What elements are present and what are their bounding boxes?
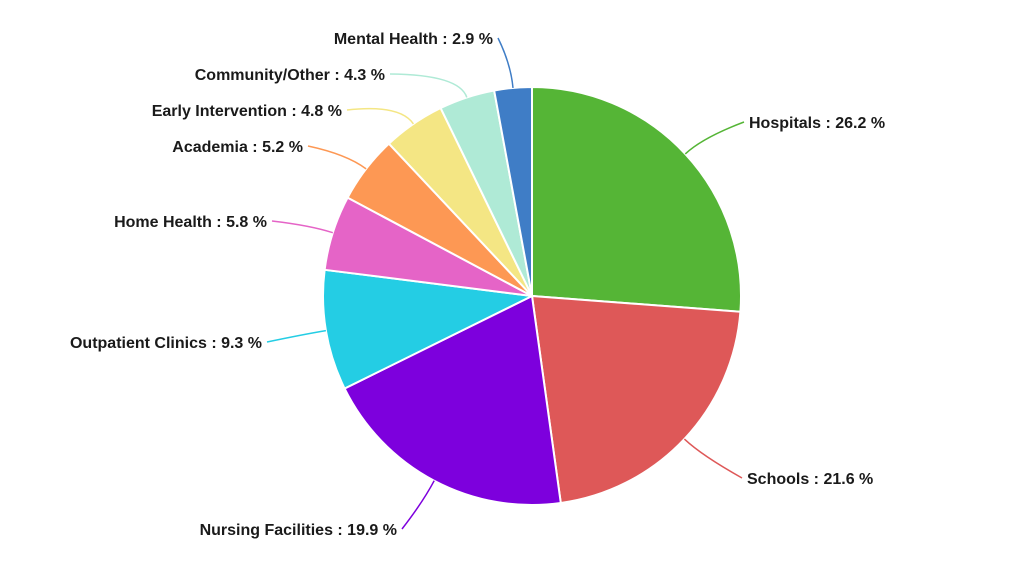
data-label-hospitals: Hospitals : 26.2 %: [749, 115, 885, 132]
pie-slice-schools[interactable]: [530, 294, 742, 505]
label-leader-lines: [266, 37, 745, 530]
leader-line-early-intervention: [346, 107, 415, 125]
leader-line-nursing-facilities: [401, 480, 435, 530]
leader-line-hospitals: [684, 121, 745, 155]
leader-line-schools: [683, 438, 743, 479]
pie-slice-hospitals[interactable]: [531, 85, 742, 313]
pie-slices: [322, 85, 742, 506]
leader-line-community-other: [389, 73, 468, 98]
data-label-academia: Academia : 5.2 %: [172, 139, 303, 156]
leader-line-mental-health: [497, 37, 514, 88]
data-label-nursing-facilities: Nursing Facilities : 19.9 %: [200, 522, 397, 539]
data-label-community-other: Community/Other : 4.3 %: [195, 67, 385, 84]
data-label-outpatient-clinics: Outpatient Clinics : 9.3 %: [70, 335, 262, 352]
pie-slice-outpatient-clinics[interactable]: [322, 268, 536, 390]
data-label-mental-health: Mental Health : 2.9 %: [334, 31, 493, 48]
data-label-early-intervention: Early Intervention : 4.8 %: [152, 103, 342, 120]
leader-line-academia: [307, 145, 367, 170]
data-label-schools: Schools : 21.6 %: [747, 471, 873, 488]
leader-line-home-health: [271, 220, 334, 234]
leader-line-outpatient-clinics: [266, 329, 327, 343]
data-label-home-health: Home Health : 5.8 %: [114, 214, 267, 231]
data-labels: Hospitals : 26.2 % Schools : 21.6 % Nursin…: [70, 31, 885, 539]
